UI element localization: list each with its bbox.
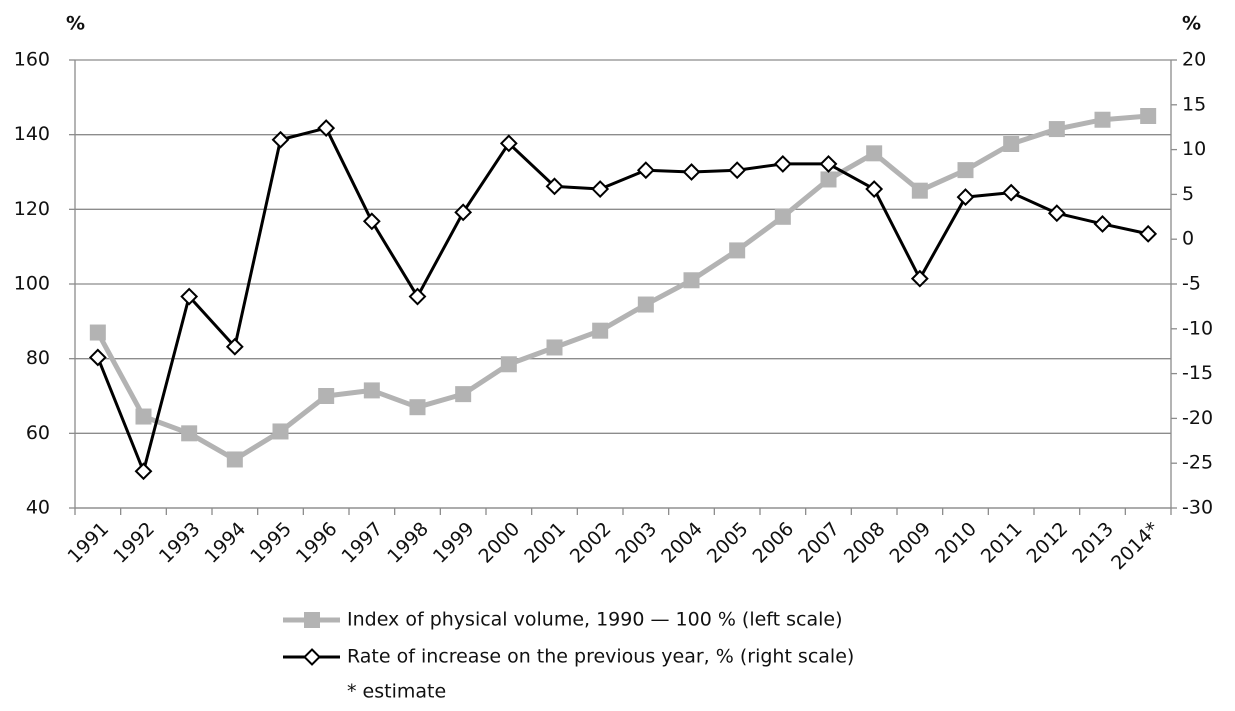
y2-tick-label: -10 xyxy=(1182,317,1213,339)
square-marker xyxy=(729,242,746,259)
x-tick-label: 2014* xyxy=(1107,518,1163,574)
x-tick-label: 2002 xyxy=(566,518,616,568)
x-tick-label: 1997 xyxy=(338,518,388,568)
legend-marker xyxy=(304,612,320,628)
diamond-marker xyxy=(910,269,929,288)
square-marker xyxy=(774,208,791,225)
diamond-marker xyxy=(545,177,564,196)
x-tick-label: 2009 xyxy=(886,518,936,568)
square-marker xyxy=(957,162,974,179)
x-tick-label: 2010 xyxy=(931,518,981,568)
y2-tick-label: 0 xyxy=(1182,228,1194,250)
y-tick-label: 100 xyxy=(14,273,50,295)
y-tick-label: 140 xyxy=(14,123,50,145)
note: * estimate xyxy=(347,681,446,703)
x-tick-label: 2000 xyxy=(475,518,525,568)
square-marker xyxy=(637,296,654,313)
y-tick-label: 160 xyxy=(14,49,50,71)
y2-tick-label: -30 xyxy=(1182,497,1213,519)
series-line xyxy=(96,126,1149,473)
x-tick-label: 1993 xyxy=(155,518,205,568)
legend-marker xyxy=(303,648,321,666)
y-axis-label: % xyxy=(66,13,85,35)
square-marker xyxy=(866,145,883,162)
square-marker xyxy=(1048,121,1065,138)
y2-tick-label: -15 xyxy=(1182,362,1213,384)
square-marker xyxy=(363,382,380,399)
diamond-marker xyxy=(134,462,153,481)
square-marker xyxy=(1094,111,1111,128)
diamond-marker xyxy=(636,161,655,180)
diamond-marker xyxy=(1002,183,1021,202)
x-tick-label: 2008 xyxy=(840,518,890,568)
y2-tick-label: -5 xyxy=(1182,273,1201,295)
square-marker xyxy=(1003,136,1020,152)
y-tick-label: 120 xyxy=(14,198,50,220)
square-marker xyxy=(683,272,700,289)
diamond-marker xyxy=(956,188,975,207)
diamond-marker xyxy=(1093,215,1112,233)
diamond-marker xyxy=(180,287,199,306)
series-line xyxy=(95,113,1149,462)
x-tick-label: 2011 xyxy=(977,518,1027,568)
x-tick-label: 1994 xyxy=(201,518,251,568)
y2-tick-label: 10 xyxy=(1182,138,1206,160)
diamond-marker xyxy=(682,163,701,181)
x-tick-label: 2007 xyxy=(794,518,844,568)
x-tick-label: 1991 xyxy=(64,518,114,568)
diamond-marker xyxy=(499,134,518,153)
x-tick-label: 2003 xyxy=(612,518,662,568)
square-marker xyxy=(500,356,517,373)
square-marker xyxy=(455,386,472,403)
diamond-marker xyxy=(408,287,427,306)
diamond-marker xyxy=(362,212,381,231)
square-marker xyxy=(318,388,335,404)
square-marker xyxy=(911,182,928,199)
x-tick-label: 1992 xyxy=(109,518,159,568)
square-marker xyxy=(592,322,609,339)
x-tick-label: 2005 xyxy=(703,518,753,568)
x-tick-label: 1999 xyxy=(429,518,479,568)
square-marker xyxy=(135,408,152,425)
diamond-marker xyxy=(819,155,838,173)
x-tick-label: 2004 xyxy=(657,518,707,568)
y-tick-label: 80 xyxy=(26,347,50,369)
legend-label: Rate of increase on the previous year, %… xyxy=(347,646,854,668)
square-marker xyxy=(272,423,289,440)
diamond-marker xyxy=(728,161,747,180)
square-marker xyxy=(546,339,563,356)
y2-tick-label: -25 xyxy=(1182,452,1213,474)
square-marker xyxy=(89,324,106,341)
square-marker xyxy=(181,425,198,442)
y2-tick-label: 5 xyxy=(1182,183,1194,205)
x-tick-label: 2001 xyxy=(520,518,570,568)
x-tick-label: 1998 xyxy=(383,518,433,568)
y2-axis-label: % xyxy=(1182,13,1201,35)
diamond-marker xyxy=(454,203,473,222)
diamond-marker xyxy=(88,348,107,367)
diamond-marker xyxy=(865,180,884,198)
x-tick-label: 2012 xyxy=(1023,518,1073,568)
square-marker xyxy=(409,399,426,416)
diamond-marker xyxy=(591,180,610,198)
x-tick-label: 1996 xyxy=(292,518,342,568)
y2-tick-label: 15 xyxy=(1182,93,1206,115)
x-tick-label: 1995 xyxy=(246,518,296,568)
y2-tick-label: 20 xyxy=(1182,49,1206,71)
y-tick-label: 40 xyxy=(26,497,50,519)
diamond-marker xyxy=(1047,204,1066,223)
diamond-marker xyxy=(773,155,792,173)
diamond-marker xyxy=(1139,224,1158,243)
legend-label: Index of physical volume, 1990 — 100 % (… xyxy=(347,609,843,631)
diamond-marker xyxy=(225,337,244,356)
diamond-marker xyxy=(271,130,290,149)
x-tick-label: 2006 xyxy=(749,518,799,568)
y-tick-label: 60 xyxy=(26,422,50,444)
y2-tick-label: -20 xyxy=(1182,407,1213,429)
square-marker xyxy=(820,171,837,188)
square-marker xyxy=(226,451,243,468)
square-marker xyxy=(1140,108,1157,124)
diamond-marker xyxy=(317,119,336,138)
